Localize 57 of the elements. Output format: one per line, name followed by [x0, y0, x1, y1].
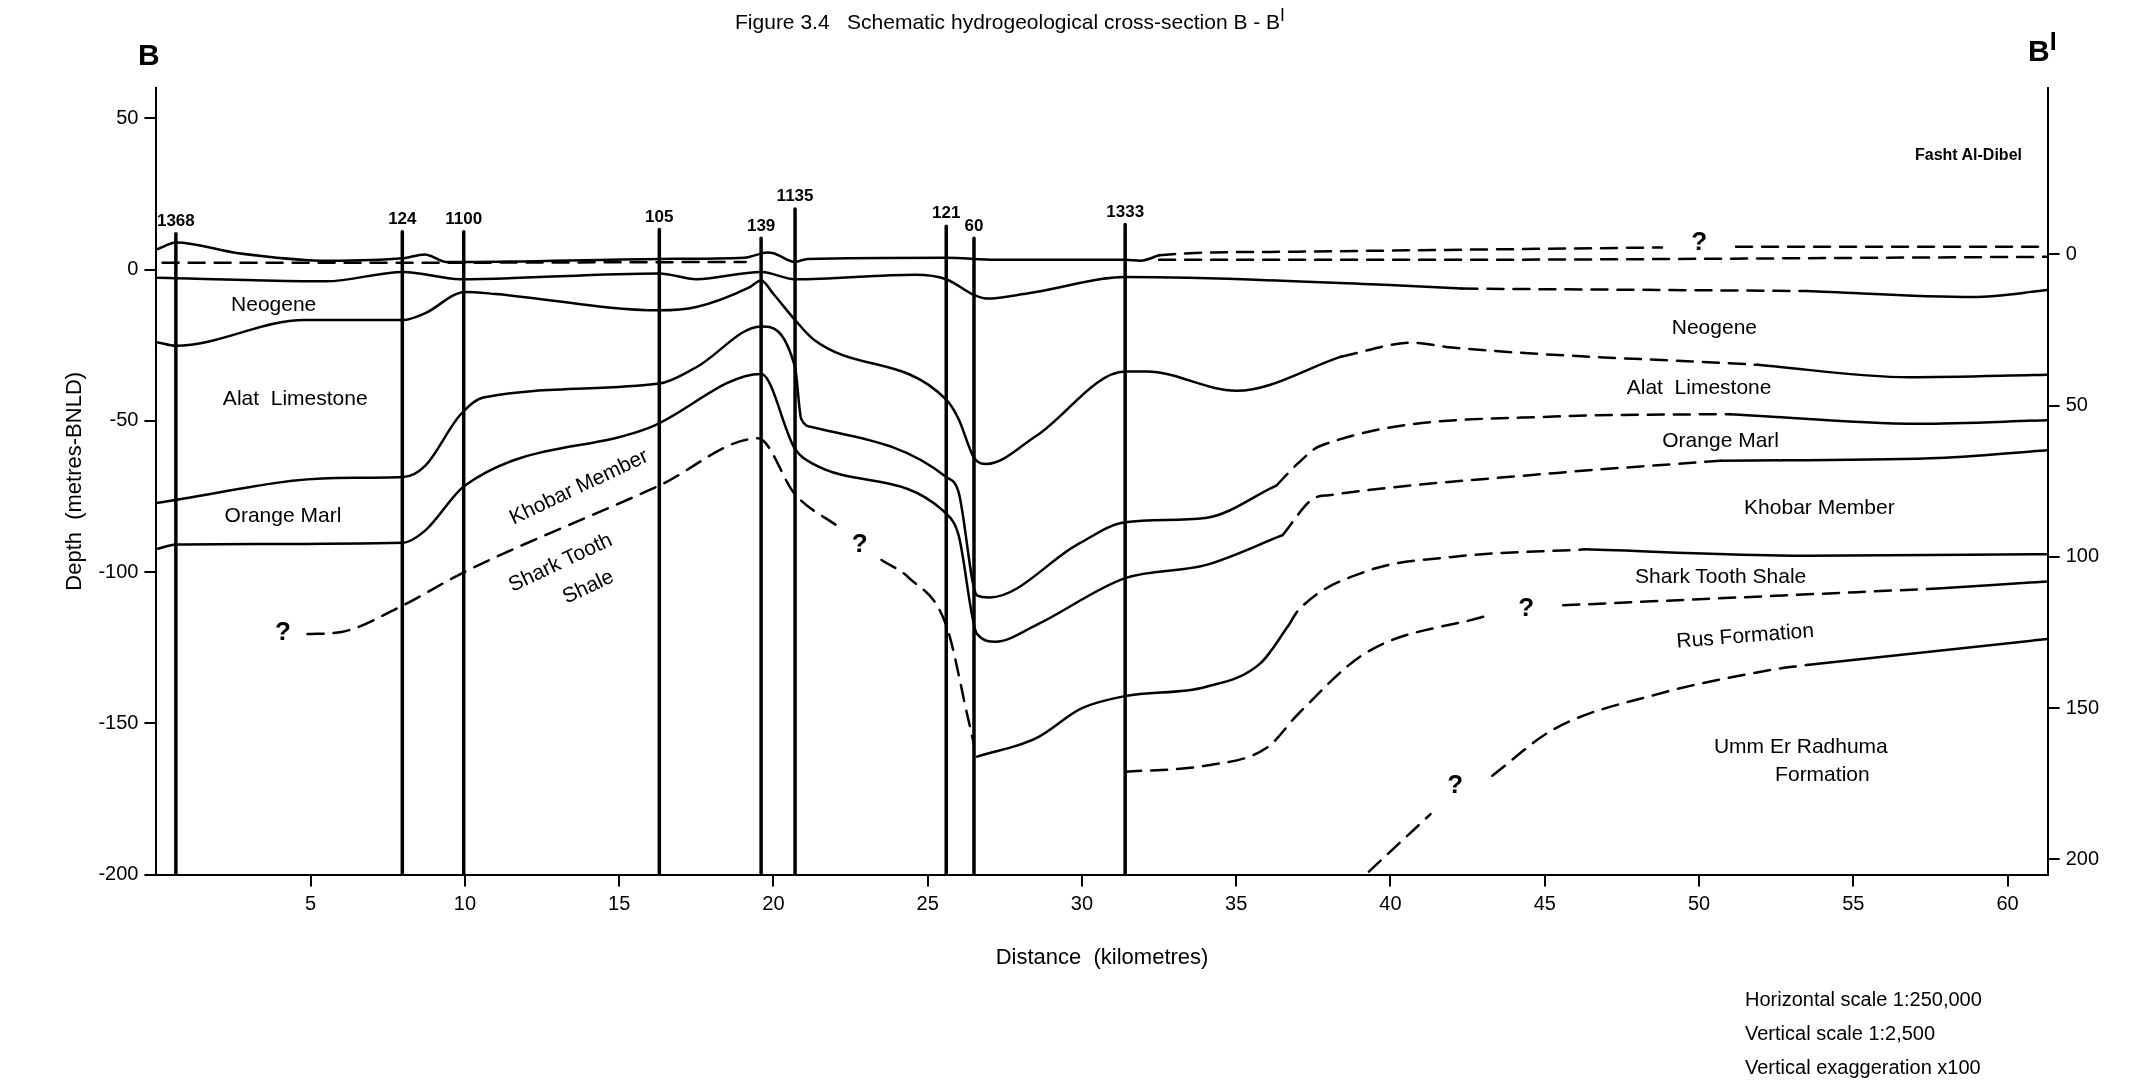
x-tick-label: 15	[608, 892, 631, 915]
annotation: ?	[1447, 768, 1464, 799]
series-label: 60	[964, 215, 984, 235]
x-axis-title: Distance (kilometres)	[995, 943, 1209, 969]
series-label: 1135	[776, 186, 814, 206]
annotation: ?	[275, 615, 291, 646]
y2-tick-label: 150	[2065, 695, 2100, 718]
y-tick-label: 0	[127, 257, 139, 280]
y2-tick-label: 200	[2065, 846, 2100, 869]
y-tick-label: -150	[98, 710, 139, 733]
y-tick-label: -100	[98, 559, 139, 582]
y2-tick-label: 50	[2065, 393, 2088, 416]
x-tick-label: 55	[1842, 892, 1865, 915]
x-tick-label: 25	[916, 892, 939, 915]
annotation: Shark Tooth Shale	[1635, 564, 1807, 588]
y-axis-title: Depth (metres-BNLD)	[61, 371, 87, 591]
annotation: Orange Marl	[224, 503, 342, 527]
annotation: Khobar Member	[1744, 495, 1895, 519]
text: Vertical scale 1:2,500	[1745, 1022, 1936, 1044]
text: Horizontal scale 1:250,000	[1745, 988, 1982, 1010]
x-tick-label: 60	[1996, 892, 2019, 915]
text: B	[138, 38, 160, 71]
y-tick-label: -200	[98, 862, 139, 885]
annotation: Umm Er Radhuma	[1713, 734, 1889, 758]
y-tick-label: -50	[109, 408, 139, 431]
annotation: Orange Marl	[1662, 427, 1779, 451]
y2-tick-label: 100	[2065, 544, 2100, 567]
annotation: Alat Limestone	[222, 386, 368, 410]
text: Vertical exaggeration x100	[1745, 1056, 1981, 1078]
annotation: ?	[1691, 225, 1708, 256]
annotation: ?	[851, 528, 868, 559]
annotation: Alat Limestone	[1626, 375, 1772, 399]
x-tick-label: 5	[305, 892, 317, 915]
x-tick-label: 30	[1070, 892, 1094, 915]
annotation: Rus Formation	[1675, 617, 1815, 652]
text: B$^{I}$	[2028, 27, 2057, 67]
annotation: ?	[1518, 591, 1535, 622]
y2-tick-label: 0	[2065, 241, 2077, 264]
x-tick-label: 45	[1533, 892, 1556, 915]
series-label: 105	[645, 206, 674, 226]
chart-title: Figure 3.4 Schematic hydrogeological cross-section B - B$^{I}$	[735, 5, 1285, 34]
series-label: 121	[932, 203, 961, 223]
x-tick-label: 20	[762, 892, 785, 915]
annotation: Neogene	[231, 291, 317, 315]
series-label: 1100	[445, 208, 483, 228]
series-label: 124	[388, 208, 418, 228]
x-tick-label: 35	[1225, 892, 1248, 915]
x-tick-label: 10	[453, 892, 477, 915]
annotation: Fasht Al-Dibel	[1915, 146, 2022, 164]
annotation: Formation	[1775, 761, 1870, 785]
y-tick-label: 50	[116, 105, 139, 128]
series-label: 1368	[156, 211, 195, 231]
series-label: 1333	[1106, 201, 1145, 221]
x-tick-label: 50	[1687, 892, 1711, 915]
series-label: 139	[746, 215, 776, 235]
annotation: Neogene	[1671, 314, 1758, 338]
x-tick-label: 40	[1379, 892, 1402, 915]
